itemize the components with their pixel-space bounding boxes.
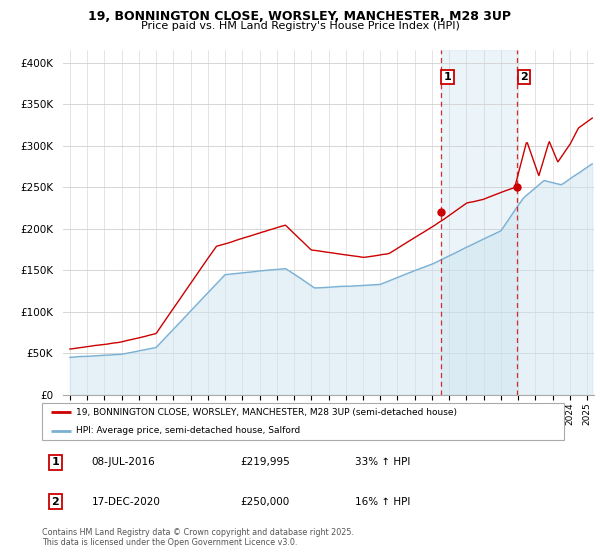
Text: £250,000: £250,000 [241, 497, 290, 507]
Text: HPI: Average price, semi-detached house, Salford: HPI: Average price, semi-detached house,… [76, 426, 300, 435]
Bar [441, 50, 517, 395]
Text: £219,995: £219,995 [241, 458, 290, 468]
Text: Contains HM Land Registry data © Crown copyright and database right 2025.
This d: Contains HM Land Registry data © Crown c… [42, 528, 354, 547]
Text: 33% ↑ HPI: 33% ↑ HPI [355, 458, 410, 468]
FancyBboxPatch shape [42, 403, 564, 440]
Text: 17-DEC-2020: 17-DEC-2020 [92, 497, 160, 507]
Text: 1: 1 [443, 72, 451, 82]
Text: 1: 1 [52, 458, 59, 468]
Text: 19, BONNINGTON CLOSE, WORSLEY, MANCHESTER, M28 3UP: 19, BONNINGTON CLOSE, WORSLEY, MANCHESTE… [89, 10, 511, 23]
Text: 16% ↑ HPI: 16% ↑ HPI [355, 497, 410, 507]
Text: Price paid vs. HM Land Registry's House Price Index (HPI): Price paid vs. HM Land Registry's House … [140, 21, 460, 31]
Text: 08-JUL-2016: 08-JUL-2016 [92, 458, 155, 468]
Text: 2: 2 [52, 497, 59, 507]
Text: 2: 2 [520, 72, 528, 82]
Text: 19, BONNINGTON CLOSE, WORSLEY, MANCHESTER, M28 3UP (semi-detached house): 19, BONNINGTON CLOSE, WORSLEY, MANCHESTE… [76, 408, 457, 417]
